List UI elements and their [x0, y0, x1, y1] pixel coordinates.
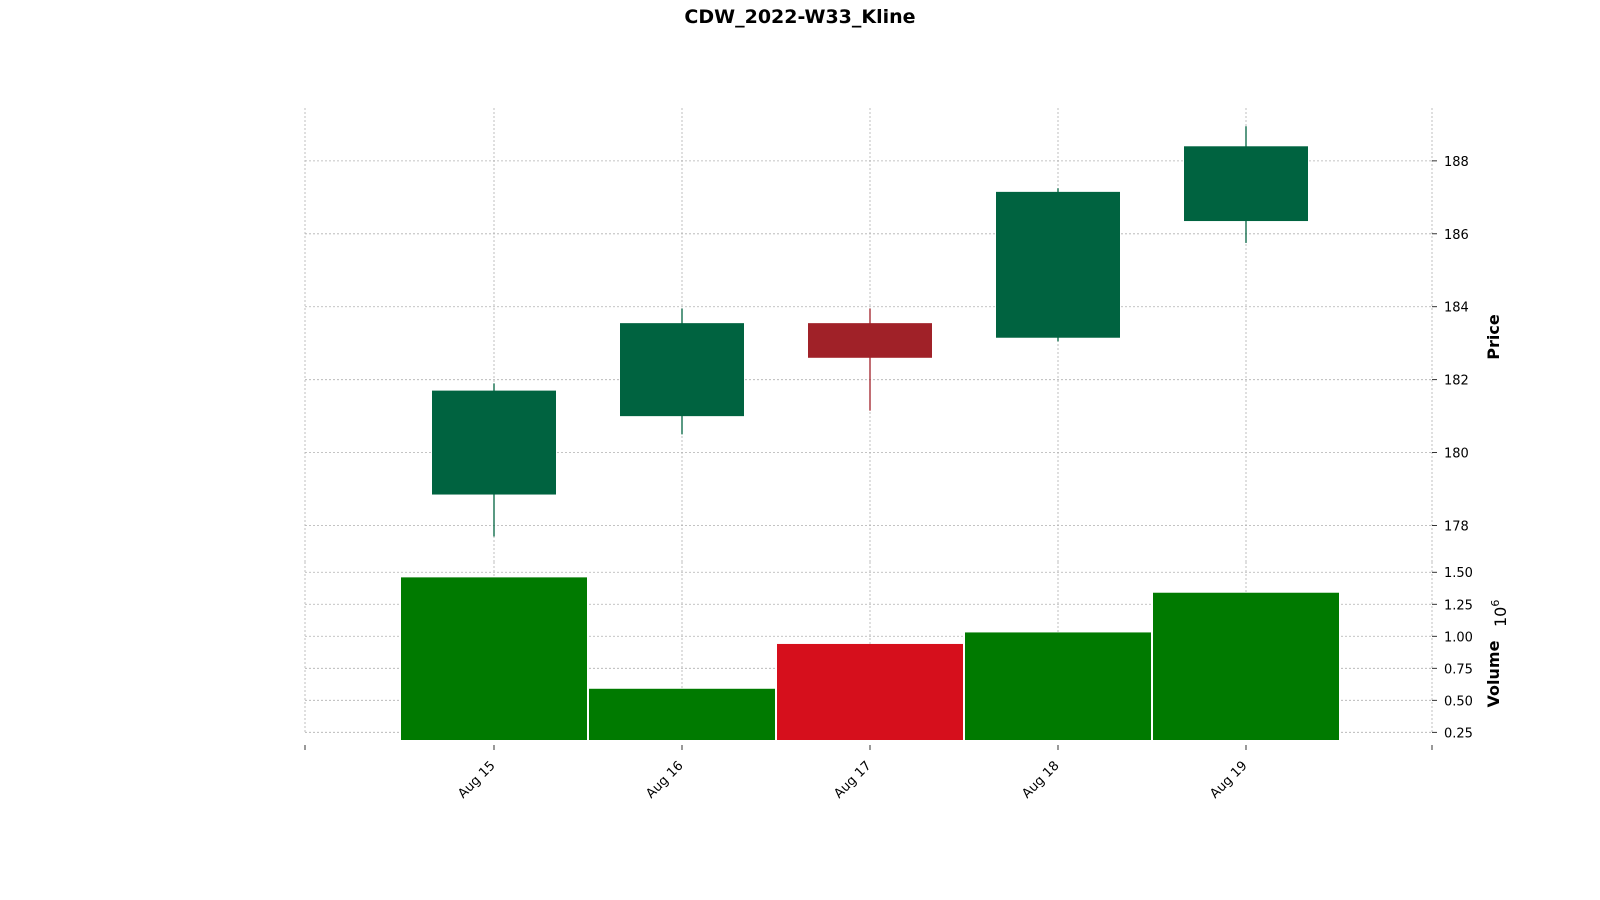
price-candles — [432, 126, 1308, 537]
candle-body — [996, 191, 1120, 338]
candle-body — [620, 323, 744, 417]
volume-bar — [777, 643, 963, 740]
chart-title: CDW_2022-W33_Kline — [684, 6, 915, 28]
volume-tick-label: 0.25 — [1444, 726, 1473, 741]
candle-body — [1184, 146, 1308, 222]
volume-bar — [965, 632, 1151, 740]
price-tick-label: 178 — [1444, 520, 1469, 535]
x-tick-label: Aug 15 — [455, 758, 498, 801]
candle-body — [432, 390, 556, 495]
volume-scale-label: 106 — [1489, 600, 1510, 627]
x-tick-label: Aug 16 — [643, 758, 686, 801]
price-y-axis: 178 180 182 184 186 188 — [1432, 155, 1469, 535]
volume-tick-label: 1.25 — [1444, 598, 1473, 613]
volume-bar — [1153, 592, 1339, 740]
price-tick-label: 188 — [1444, 155, 1469, 170]
volume-tick-label: 1.50 — [1444, 566, 1473, 581]
volume-axis-label: Volume — [1484, 640, 1503, 707]
volume-tick-label: 0.75 — [1444, 662, 1473, 677]
volume-tick-label: 1.00 — [1444, 630, 1473, 645]
volume-tick-label: 0.50 — [1444, 694, 1473, 709]
volume-bar — [589, 688, 775, 740]
x-axis: Aug 15 Aug 16 Aug 17 Aug 18 Aug 19 — [304, 745, 1433, 802]
x-tick-label: Aug 19 — [1207, 758, 1250, 801]
price-tick-label: 180 — [1444, 447, 1469, 462]
price-tick-label: 182 — [1444, 374, 1469, 389]
candle-body — [808, 323, 932, 358]
volume-bar — [401, 577, 587, 740]
x-tick-label: Aug 18 — [1019, 758, 1062, 801]
x-tick-label: Aug 17 — [831, 758, 874, 801]
price-tick-label: 184 — [1444, 301, 1469, 316]
volume-y-axis: 0.25 0.50 0.75 1.00 1.25 1.50 — [1432, 566, 1473, 741]
volume-bars — [401, 577, 1339, 740]
price-tick-label: 186 — [1444, 228, 1469, 243]
price-axis-label: Price — [1484, 314, 1503, 360]
